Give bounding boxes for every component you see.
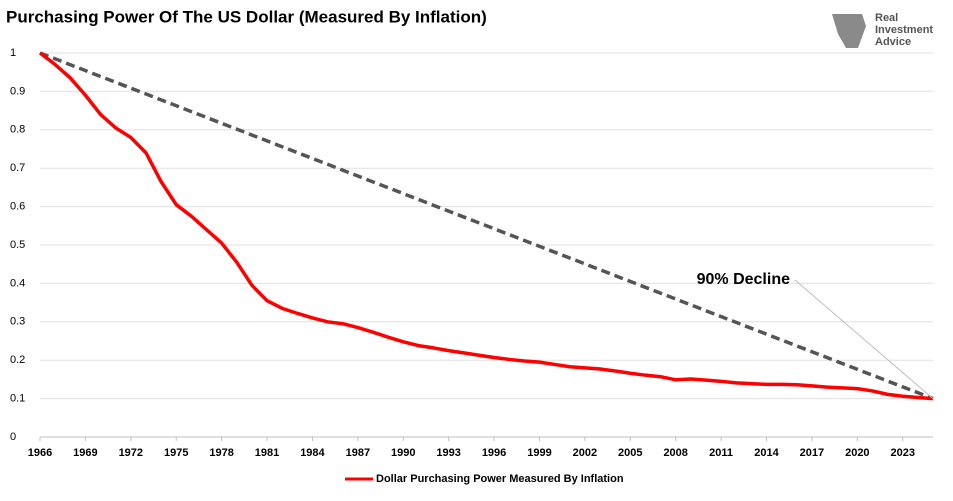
x-tick-label: 2002	[573, 447, 597, 459]
y-tick-label: 0.6	[10, 201, 25, 213]
y-tick-label: 0.8	[10, 124, 25, 136]
y-tick-label: 0.1	[10, 393, 25, 405]
logo-text: Advice	[875, 36, 911, 48]
annotation-leader	[794, 279, 934, 399]
annotation: 90% Decline	[697, 271, 790, 288]
x-tick-label: 1993	[436, 447, 460, 459]
y-tick-label: 0.5	[10, 239, 25, 251]
y-tick-label: 0.7	[10, 162, 25, 174]
x-tick-label: 2008	[663, 447, 687, 459]
x-tick-label: 1969	[73, 447, 97, 459]
y-tick-label: 1	[10, 47, 16, 59]
chart-title: Purchasing Power Of The US Dollar (Measu…	[6, 7, 487, 26]
y-tick-label: 0.2	[10, 354, 25, 366]
logo-icon	[832, 14, 866, 48]
y-tick-label: 0.9	[10, 85, 25, 97]
logo: Real Investment Advice	[832, 12, 933, 48]
x-tick-label: 1996	[482, 447, 506, 459]
x-tick-label: 1975	[164, 447, 188, 459]
x-tick-label: 1978	[209, 447, 233, 459]
x-tick-label: 1966	[28, 447, 52, 459]
y-tick-label: 0.3	[10, 316, 25, 328]
y-tick-label: 0	[10, 431, 16, 443]
x-tick-label: 2014	[754, 447, 779, 459]
logo-text: Real	[875, 12, 898, 24]
x-tick-label: 1981	[255, 447, 279, 459]
logo-text: Investment	[875, 24, 933, 36]
x-tick-label: 1984	[300, 447, 325, 459]
x-tick-label: 2020	[845, 447, 869, 459]
x-tick-label: 2023	[890, 447, 914, 459]
x-tick-label: 2005	[618, 447, 642, 459]
y-tick-label: 0.4	[10, 277, 25, 289]
x-tick-label: 1972	[119, 447, 143, 459]
x-tick-label: 2011	[709, 447, 733, 459]
trend-line	[39, 51, 934, 401]
legend-label: Dollar Purchasing Power Measured By Infl…	[376, 473, 624, 485]
x-tick-label: 1990	[391, 447, 415, 459]
x-tick-label: 1999	[527, 447, 551, 459]
x-tick-label: 1987	[346, 447, 370, 459]
series-line	[38, 51, 934, 401]
x-tick-label: 2017	[800, 447, 824, 459]
